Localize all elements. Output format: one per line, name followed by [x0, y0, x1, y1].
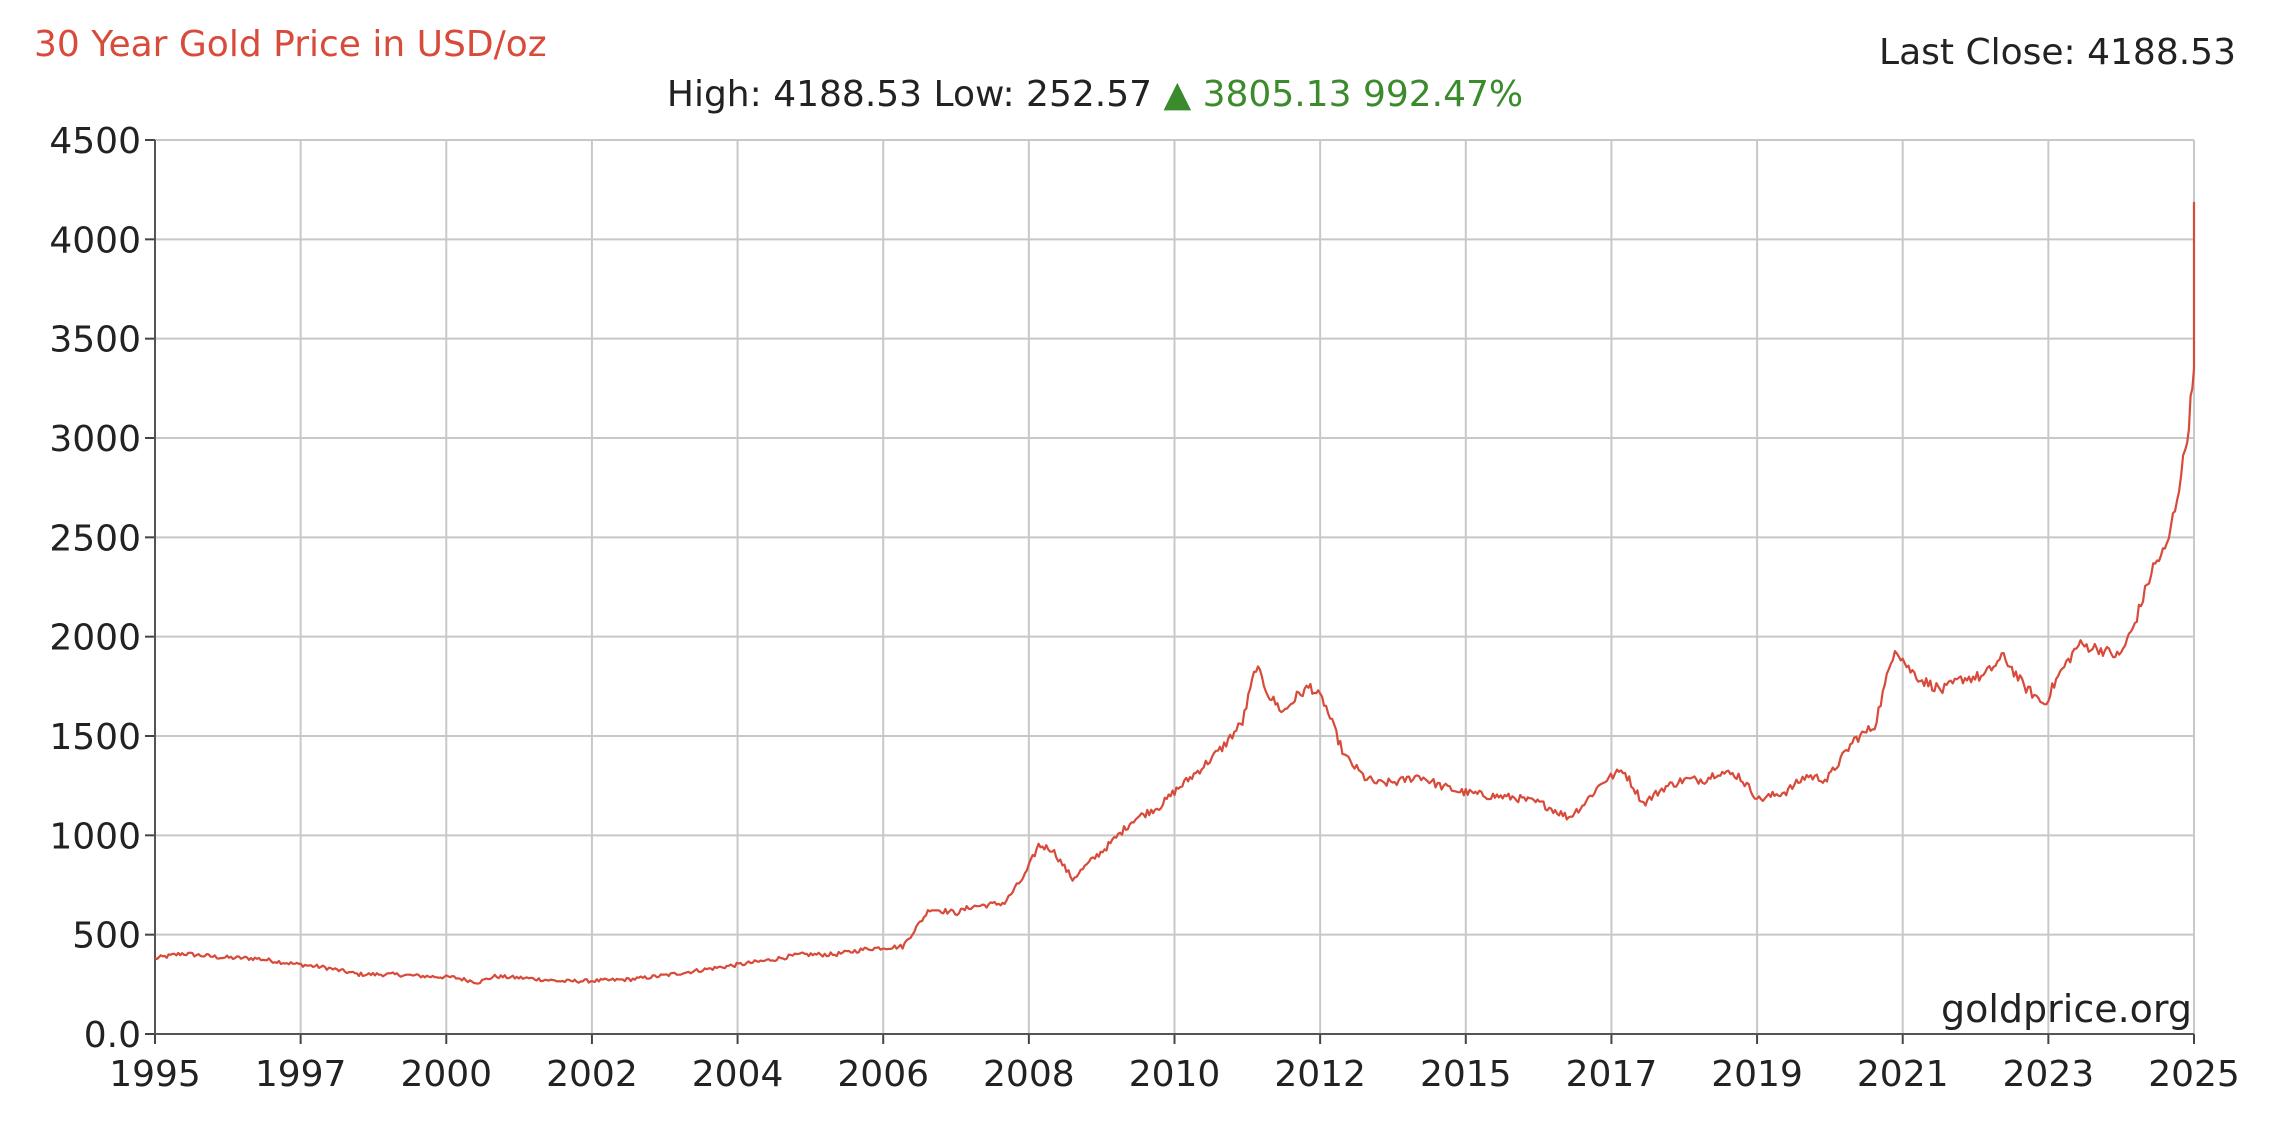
change-percent: 992.47% [1362, 74, 1524, 115]
up-arrow-icon: ▲ [1163, 74, 1192, 115]
watermark: goldprice.org [1941, 987, 2192, 1031]
last-close-label: Last Close: [1879, 32, 2076, 73]
x-tick-label: 2002 [546, 1054, 638, 1095]
x-tick-label: 2021 [1857, 1054, 1949, 1095]
price-line [154, 201, 2196, 985]
y-tick-label: 3000 [49, 419, 141, 460]
x-tick-label: 2012 [1274, 1054, 1366, 1095]
y-tick-label: 3500 [49, 320, 141, 361]
y-tick-label: 4500 [49, 121, 141, 162]
y-tick-label: 1500 [49, 717, 141, 758]
x-tick-label: 2019 [1711, 1054, 1803, 1095]
last-close-value: 4188.53 [2087, 32, 2236, 73]
high-label: High: [666, 74, 762, 115]
change-value: 3805.13 [1202, 74, 1352, 115]
low-value: 252.57 [1026, 74, 1153, 115]
x-tick-label: 2023 [2003, 1054, 2095, 1095]
y-tick-label: 4000 [49, 220, 141, 261]
x-tick-label: 2000 [400, 1054, 492, 1095]
price-stats: High: 4188.53 Low: 252.57 ▲ 3805.13 992.… [0, 74, 2190, 115]
x-tick-label: 1997 [255, 1054, 347, 1095]
high-value: 4188.53 [773, 74, 923, 115]
series-layer [154, 201, 2196, 985]
chart-title: 30 Year Gold Price in USD/oz [34, 24, 547, 65]
y-tick-label: 2500 [49, 518, 141, 559]
low-label: Low: [933, 74, 1015, 115]
x-tick-label: 2008 [983, 1054, 1075, 1095]
y-tick-label: 2000 [49, 618, 141, 659]
x-tick-label: 2006 [837, 1054, 929, 1095]
y-tick-label: 0.0 [84, 1015, 141, 1056]
axes: 450040003500300025002000150010005000.019… [49, 121, 2239, 1095]
gridlines [154, 139, 2195, 1035]
x-tick-label: 2010 [1129, 1054, 1221, 1095]
x-tick-label: 2017 [1566, 1054, 1658, 1095]
last-close: Last Close: 4188.53 [1879, 32, 2236, 73]
x-tick-label: 2015 [1420, 1054, 1512, 1095]
y-tick-label: 1000 [49, 816, 141, 857]
y-tick-label: 500 [72, 916, 141, 957]
x-tick-label: 2025 [2148, 1054, 2240, 1095]
x-tick-label: 2004 [692, 1054, 784, 1095]
x-tick-label: 1995 [109, 1054, 201, 1095]
